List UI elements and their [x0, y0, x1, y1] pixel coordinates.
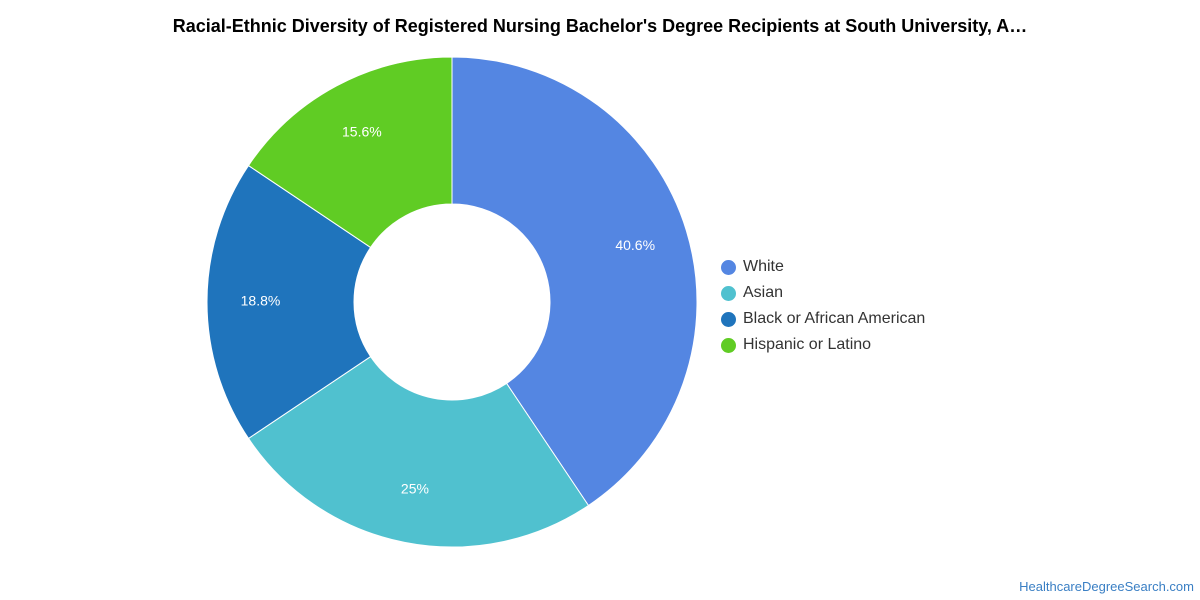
legend-swatch: [721, 337, 736, 353]
slice-black-or-african-american[interactable]: [206, 164, 372, 440]
legend: White Asian Black or African American Hispa…: [721, 254, 925, 358]
slice-asian[interactable]: [247, 355, 590, 548]
legend-swatch: [721, 285, 736, 301]
slice-label: 25%: [401, 481, 429, 497]
slice-label: 40.6%: [615, 237, 655, 253]
legend-item[interactable]: Black or African American: [721, 306, 925, 332]
slice-hispanic-or-latino[interactable]: [247, 56, 453, 249]
legend-label: Black or African American: [743, 310, 926, 327]
legend-label: Hispanic or Latino: [743, 336, 872, 353]
chart-title: Racial-Ethnic Diversity of Registered Nu…: [172, 16, 1028, 36]
legend-item[interactable]: Asian: [721, 280, 925, 306]
legend-swatch: [721, 311, 736, 327]
slice-label: 15.6%: [342, 124, 382, 140]
legend-label: Asian: [743, 284, 784, 301]
legend-item[interactable]: White: [721, 254, 925, 280]
legend-item[interactable]: Hispanic or Latino: [721, 332, 925, 358]
slice-label: 18.8%: [241, 293, 281, 309]
legend-label: White: [743, 258, 784, 275]
legend-swatch: [721, 259, 736, 275]
source-link[interactable]: HealthcareDegreeSearch.com: [1019, 579, 1194, 594]
slice-white[interactable]: [451, 56, 698, 507]
